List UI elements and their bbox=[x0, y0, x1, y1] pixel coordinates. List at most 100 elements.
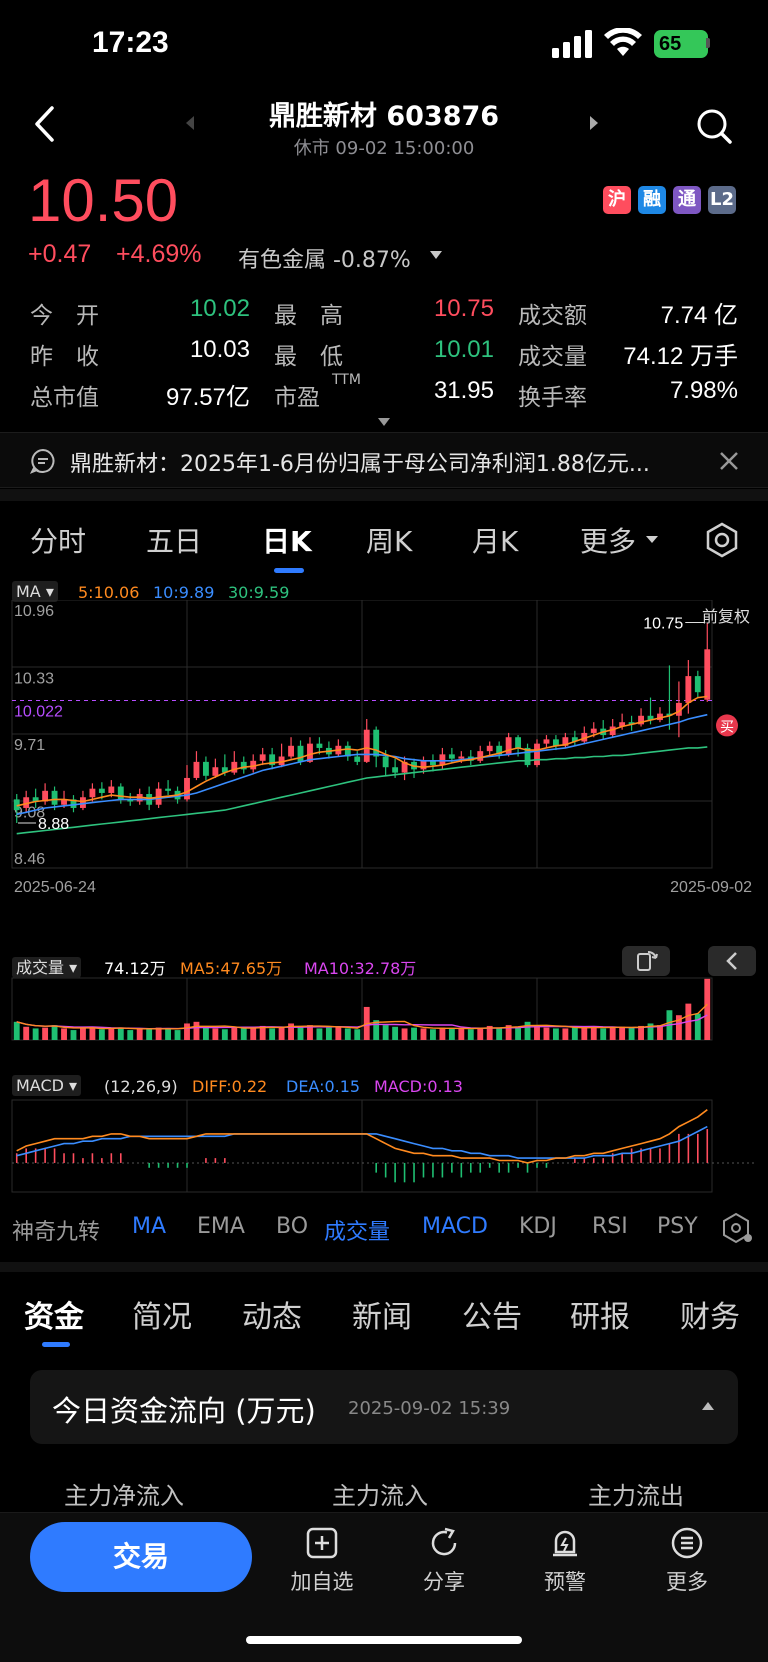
volume-bar bbox=[70, 1030, 77, 1040]
volume-bar bbox=[704, 978, 711, 1040]
search-icon[interactable] bbox=[694, 106, 734, 146]
more-icon[interactable] bbox=[670, 1526, 704, 1560]
share-icon[interactable] bbox=[427, 1526, 461, 1560]
detail-tab-5[interactable]: 研报 bbox=[570, 1300, 630, 1335]
collapse-panel-button[interactable] bbox=[708, 946, 756, 976]
volume-bar bbox=[675, 1015, 682, 1040]
trade-button[interactable]: 交易 bbox=[30, 1522, 252, 1592]
candle-body bbox=[430, 760, 436, 766]
indicator-tab-7[interactable]: RSI bbox=[592, 1214, 628, 1239]
volume-bar bbox=[534, 1025, 540, 1040]
active-tab-indicator bbox=[274, 568, 304, 573]
y-tick-label: 9.08 bbox=[14, 805, 45, 822]
volume-bar bbox=[382, 1025, 389, 1040]
ma5-legend: 5:10.06 bbox=[78, 583, 140, 602]
sector-caret-icon[interactable] bbox=[430, 251, 442, 259]
candle-body bbox=[278, 756, 285, 766]
indicator-tab-3[interactable]: BOLL bbox=[276, 1214, 308, 1239]
detail-tab-3[interactable]: 新闻 bbox=[352, 1300, 412, 1335]
volume-bar bbox=[316, 1028, 323, 1040]
indicator-tab-1[interactable]: MA bbox=[132, 1214, 167, 1239]
add-watchlist-icon[interactable] bbox=[305, 1526, 339, 1560]
news-bar[interactable] bbox=[0, 432, 768, 488]
prev-stock-icon[interactable] bbox=[186, 116, 194, 130]
detail-tab-2[interactable]: 动态 bbox=[242, 1300, 302, 1335]
volume-selector[interactable]: 成交量 ▾ bbox=[12, 954, 82, 978]
candle-body bbox=[392, 767, 399, 773]
badge-margin[interactable]: 融 bbox=[638, 186, 666, 214]
candle-body bbox=[240, 761, 247, 770]
volume-bar bbox=[354, 1029, 361, 1040]
volume-bar bbox=[619, 1026, 626, 1040]
alert-icon[interactable] bbox=[548, 1526, 582, 1560]
tab-daily-k[interactable]: 日K bbox=[262, 525, 312, 558]
y-tick-label: 9.71 bbox=[14, 737, 45, 754]
candle-body bbox=[354, 756, 361, 762]
detail-tab-6[interactable]: 财务 bbox=[680, 1300, 740, 1335]
y-tick-label: 8.46 bbox=[14, 851, 45, 868]
tab-weekly-k[interactable]: 周K bbox=[366, 525, 413, 558]
main-inflow-label: 主力流入 bbox=[332, 1482, 428, 1510]
volume-bar bbox=[231, 1026, 238, 1040]
indicator-tab-2[interactable]: EMA bbox=[197, 1214, 245, 1239]
indicator-tab-8[interactable]: PSY bbox=[657, 1214, 698, 1239]
y-tick-label: 10.33 bbox=[14, 671, 54, 688]
indicator-tab-5[interactable]: MACD bbox=[422, 1214, 488, 1239]
ma5-line bbox=[16, 695, 708, 807]
fund-flow-card[interactable] bbox=[30, 1370, 738, 1444]
detail-tab-0[interactable]: 资金 bbox=[24, 1300, 84, 1335]
volume-bar bbox=[146, 1029, 153, 1040]
detail-tab-1[interactable]: 简况 bbox=[132, 1300, 192, 1335]
candle-body bbox=[590, 728, 597, 733]
candle-body bbox=[363, 729, 370, 762]
settings-icon[interactable] bbox=[704, 522, 740, 558]
back-icon[interactable] bbox=[32, 104, 56, 144]
close-icon[interactable] bbox=[718, 450, 740, 472]
wifi-icon bbox=[604, 28, 642, 56]
high-price-label: 10.75 bbox=[643, 616, 683, 633]
share-button[interactable]: 分享 bbox=[423, 1570, 465, 1594]
badge-sh[interactable]: 沪 bbox=[603, 186, 631, 214]
candle-body bbox=[231, 761, 238, 773]
ma-selector[interactable]: MA ▾ bbox=[12, 581, 58, 602]
main-net-inflow-label: 主力净流入 bbox=[64, 1482, 184, 1510]
more-caret-icon[interactable] bbox=[646, 536, 658, 543]
indicator-tab-4[interactable]: 成交量 bbox=[324, 1220, 391, 1245]
more-button[interactable]: 更多 bbox=[666, 1570, 708, 1594]
indicator-settings-icon[interactable] bbox=[722, 1212, 754, 1244]
tab-monthly-k[interactable]: 月K bbox=[472, 525, 519, 558]
badge-l2[interactable]: L2 bbox=[708, 186, 736, 214]
tab-intraday[interactable]: 分时 bbox=[30, 525, 87, 558]
tab-five-day[interactable]: 五日 bbox=[146, 525, 203, 558]
candle-body bbox=[562, 737, 569, 746]
macd-selector[interactable]: MACD ▾ bbox=[12, 1075, 82, 1096]
candle-body bbox=[675, 702, 682, 716]
macd-diff: DIFF:0.22 bbox=[192, 1077, 268, 1096]
indicator-tab-6[interactable]: KDJ bbox=[519, 1214, 557, 1239]
indicator-tab-0[interactable]: 神奇九转 bbox=[12, 1220, 101, 1245]
collapse-caret-icon[interactable] bbox=[702, 1402, 714, 1410]
adjust-mode-label: 前复权 bbox=[702, 608, 750, 626]
k-line-chart[interactable]: 10.96 10.33 9.71 9.08 8.46 10.022 10.75 8.88 前复权… bbox=[0, 600, 768, 1220]
detail-tab-4[interactable]: 公告 bbox=[462, 1300, 522, 1335]
volume-bar bbox=[127, 1030, 134, 1040]
news-text[interactable]: 鼎胜新材：2025年1-6月份归属于母公司净利润1.88亿元... bbox=[70, 452, 650, 477]
candle-body bbox=[165, 788, 172, 791]
badge-connect[interactable]: 通 bbox=[673, 186, 701, 214]
stat-value-amount: 7.74 亿 bbox=[660, 302, 738, 329]
volume-bar bbox=[297, 1026, 304, 1040]
expand-caret-icon[interactable] bbox=[378, 418, 390, 426]
rotate-screen-button[interactable] bbox=[622, 946, 670, 976]
next-stock-icon[interactable] bbox=[590, 116, 598, 130]
volume-bar bbox=[420, 1028, 427, 1040]
macd-value: MACD:0.13 bbox=[374, 1077, 463, 1096]
volume-bar bbox=[221, 1029, 228, 1040]
candle-body bbox=[307, 743, 313, 762]
add-watchlist-button[interactable]: 加自选 bbox=[290, 1570, 354, 1594]
divider bbox=[0, 489, 768, 501]
tab-more[interactable]: 更多 bbox=[580, 525, 637, 558]
alert-button[interactable]: 预警 bbox=[544, 1570, 586, 1594]
fund-flow-time: 2025-09-02 15:39 bbox=[348, 1398, 511, 1419]
current-price-label: 10.022 bbox=[14, 704, 63, 721]
sector-info[interactable]: 有色金属 -0.87% bbox=[238, 248, 411, 273]
